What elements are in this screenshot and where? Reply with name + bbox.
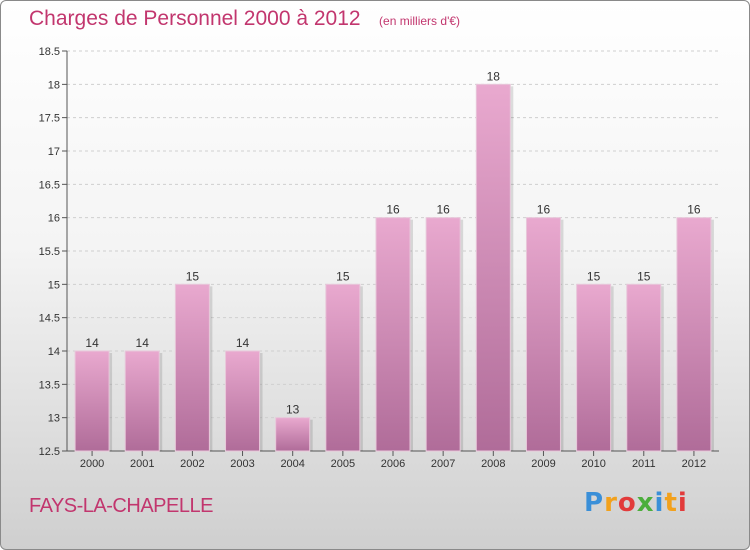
bar xyxy=(375,217,411,452)
data-label: 16 xyxy=(687,203,701,217)
bar xyxy=(676,217,712,452)
bar xyxy=(525,217,561,452)
x-tick-label: 2011 xyxy=(632,458,656,470)
x-tick-label: 2010 xyxy=(581,458,605,470)
data-label: 13 xyxy=(286,403,300,417)
x-tick-label: 2006 xyxy=(381,458,405,470)
chart-subtitle: (en milliers d'€) xyxy=(379,14,461,28)
x-tick-label: 2009 xyxy=(531,458,555,470)
y-tick-label: 13.5 xyxy=(39,379,60,391)
bar xyxy=(174,283,210,452)
bar xyxy=(225,350,261,452)
x-tick-label: 2012 xyxy=(682,458,706,470)
y-tick-label: 14 xyxy=(48,346,60,358)
y-tick-label: 17 xyxy=(48,146,60,158)
x-tick-label: 2002 xyxy=(180,458,204,470)
data-label: 14 xyxy=(85,336,99,350)
x-tick-label: 2008 xyxy=(481,458,505,470)
x-tick-label: 2000 xyxy=(80,458,104,470)
data-label: 14 xyxy=(236,336,250,350)
y-tick-label: 18 xyxy=(48,79,60,91)
proxiti-logo: Proxiti xyxy=(584,488,688,518)
data-label: 15 xyxy=(336,269,350,283)
y-tick-label: 12.5 xyxy=(39,446,60,458)
bar xyxy=(74,350,110,452)
chart-title: Charges de Personnel 2000 à 2012 xyxy=(29,7,361,30)
bar xyxy=(626,283,662,452)
bar xyxy=(425,217,461,452)
y-tick-label: 15.5 xyxy=(39,246,60,258)
x-tick-label: 2003 xyxy=(230,458,254,470)
data-label: 15 xyxy=(587,269,601,283)
bar xyxy=(576,283,612,452)
bar xyxy=(325,283,361,452)
data-label: 15 xyxy=(637,269,651,283)
y-tick-label: 16 xyxy=(48,213,60,225)
data-label: 15 xyxy=(186,269,200,283)
y-tick-label: 17.5 xyxy=(39,113,60,125)
y-tick-label: 15 xyxy=(48,279,60,291)
data-label: 14 xyxy=(136,336,150,350)
y-tick-label: 18.5 xyxy=(39,46,60,58)
y-tick-label: 16.5 xyxy=(39,179,60,191)
x-tick-label: 2004 xyxy=(280,458,304,470)
y-tick-label: 14.5 xyxy=(39,313,60,325)
y-tick-label: 13 xyxy=(48,413,60,425)
town-name: FAYS-LA-CHAPELLE xyxy=(29,495,213,517)
bar xyxy=(475,83,511,452)
bar xyxy=(275,417,311,452)
bar xyxy=(124,350,160,452)
x-tick-label: 2005 xyxy=(331,458,355,470)
data-label: 16 xyxy=(436,203,450,217)
data-label: 18 xyxy=(487,69,501,83)
title-row: Charges de Personnel 2000 à 2012 (en mil… xyxy=(29,7,460,31)
data-label: 16 xyxy=(386,203,400,217)
x-tick-label: 2001 xyxy=(130,458,154,470)
data-label: 16 xyxy=(537,203,551,217)
x-tick-label: 2007 xyxy=(431,458,455,470)
